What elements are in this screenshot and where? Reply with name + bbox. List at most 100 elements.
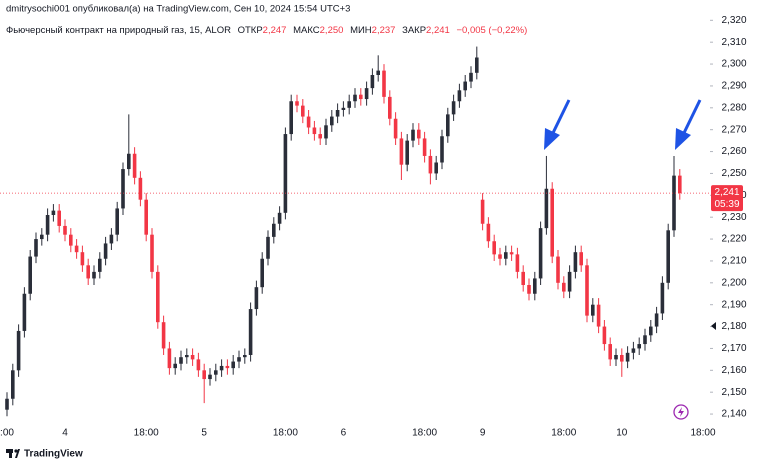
candle-body <box>608 344 612 360</box>
x-tick-label: 18:00 <box>412 428 437 439</box>
candle-body <box>347 101 351 108</box>
candle-body <box>457 90 462 102</box>
y-tick-label: 2,160 <box>721 365 746 376</box>
candle-body <box>40 234 44 240</box>
candle-body <box>573 252 578 272</box>
candle-body <box>22 293 27 331</box>
candle-body <box>156 271 160 323</box>
x-tick-label: :00 <box>0 428 14 439</box>
candle-body <box>498 254 502 259</box>
candle-body <box>440 136 444 163</box>
candle-body <box>585 265 589 316</box>
x-tick-label: 18:00 <box>273 428 298 439</box>
x-tick-label: 18:00 <box>134 428 159 439</box>
candle-body <box>11 370 15 399</box>
candle-body <box>161 322 166 349</box>
candle-body <box>405 140 409 165</box>
candle-body <box>446 114 450 137</box>
y-tick-label: 2,220 <box>721 234 746 245</box>
candle-body <box>562 282 566 292</box>
candle-body <box>335 110 340 117</box>
candle-body <box>144 199 148 235</box>
candle-body <box>550 188 554 257</box>
close-value: 2,241 <box>426 25 450 36</box>
candle-body <box>382 70 386 97</box>
candle-body <box>138 177 143 200</box>
candle-body <box>399 138 404 165</box>
candle-body <box>359 94 363 100</box>
candle-body <box>295 101 299 106</box>
alert-icon[interactable] <box>673 404 689 420</box>
price-tag-countdown: 05:39 <box>714 199 739 210</box>
candle-body <box>631 348 636 353</box>
y-tick-label: 2,140 <box>721 409 746 420</box>
price-tag-price: 2,241 <box>714 187 739 198</box>
x-tick-label: 5 <box>201 428 207 439</box>
candle-body <box>521 271 525 285</box>
candle-body <box>63 225 67 235</box>
alert-bolt <box>678 407 684 417</box>
high-label: МАКС <box>293 25 320 36</box>
candle-body <box>480 199 485 224</box>
candle-body <box>150 234 154 272</box>
candle-body <box>411 129 415 141</box>
candle-body <box>666 230 670 283</box>
symbol: Фьючерсный контракт на природный газ, 15… <box>6 25 231 36</box>
x-tick-label: 4 <box>62 428 68 439</box>
candle-body <box>428 155 433 174</box>
open-label: ОТКР <box>238 25 263 36</box>
arrow <box>681 99 702 136</box>
candle-body <box>57 210 61 226</box>
publisher: dmitrysochi001 опубликовал(а) на Trading… <box>6 4 350 15</box>
y-tick-label: 2,320 <box>721 15 746 26</box>
price-tag <box>711 185 743 212</box>
x-tick-label: 10 <box>616 428 628 439</box>
candle-body <box>579 252 583 266</box>
candle-body <box>614 355 618 360</box>
candle-body <box>527 285 531 294</box>
candle-body <box>190 355 195 360</box>
candle-body <box>260 258 264 288</box>
candle-body <box>214 370 218 375</box>
candle-body <box>625 352 630 362</box>
candle-body <box>422 138 427 156</box>
candle-body <box>248 309 253 355</box>
candle-body <box>92 271 96 279</box>
candle-body <box>672 175 676 231</box>
y-tick-label: 2,250 <box>721 168 746 179</box>
candle-body <box>196 359 201 371</box>
candle-body <box>132 153 137 178</box>
candle-body <box>277 212 282 224</box>
annotation-arrows <box>544 99 702 150</box>
candle-body <box>28 256 32 294</box>
candle-body <box>301 105 305 117</box>
y-tick-label: 2,150 <box>721 387 746 398</box>
candle-body <box>312 127 317 135</box>
candle-body <box>376 70 380 75</box>
candle-body <box>434 162 438 174</box>
candle-body <box>115 208 119 235</box>
arrow-head <box>675 128 691 150</box>
candle-body <box>556 256 560 283</box>
high-value: 2,250 <box>320 25 344 36</box>
candle-body <box>272 223 276 237</box>
candle-body <box>103 243 108 259</box>
candle-body <box>533 278 537 294</box>
candle-body <box>602 326 607 345</box>
candle-body <box>208 374 212 380</box>
candle-body <box>109 234 114 244</box>
candle-body <box>504 252 508 259</box>
candle-body <box>202 370 206 380</box>
candle-body <box>237 357 241 362</box>
x-tick-label: 18:00 <box>551 428 576 439</box>
arrow-head <box>544 128 560 150</box>
logo-part <box>14 449 18 453</box>
candle-body <box>678 175 682 194</box>
candle-body <box>185 355 189 358</box>
candle-body <box>34 239 38 257</box>
arrow <box>550 99 571 136</box>
logo-part <box>9 449 12 458</box>
candle-body <box>231 361 235 369</box>
